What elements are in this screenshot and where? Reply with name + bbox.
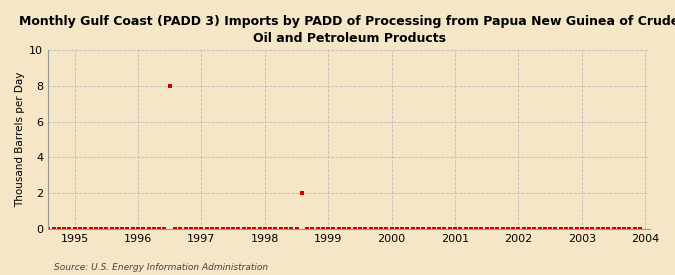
- Text: Source: U.S. Energy Information Administration: Source: U.S. Energy Information Administ…: [54, 263, 268, 272]
- Y-axis label: Thousand Barrels per Day: Thousand Barrels per Day: [15, 72, 25, 207]
- Title: Monthly Gulf Coast (PADD 3) Imports by PADD of Processing from Papua New Guinea : Monthly Gulf Coast (PADD 3) Imports by P…: [19, 15, 675, 45]
